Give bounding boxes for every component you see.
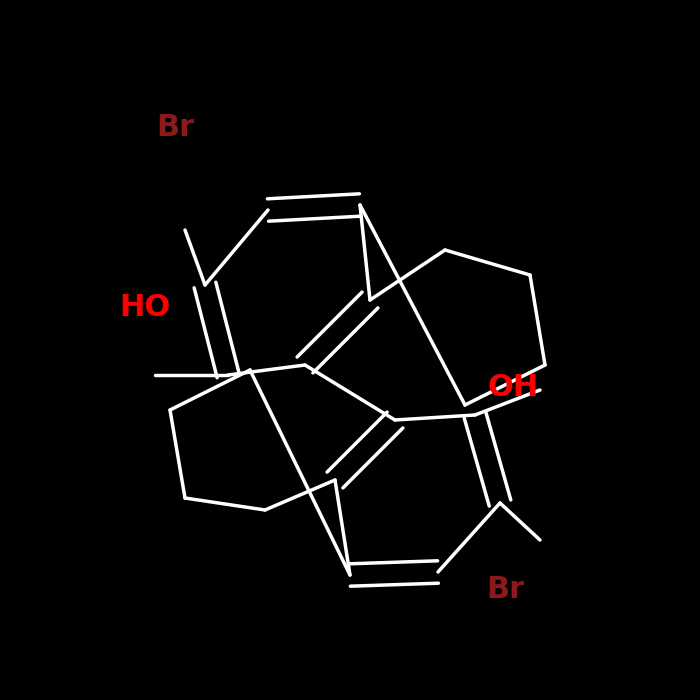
Text: Br: Br bbox=[486, 575, 524, 605]
Text: Br: Br bbox=[156, 113, 194, 143]
Text: OH: OH bbox=[487, 372, 538, 402]
Text: HO: HO bbox=[120, 293, 171, 323]
